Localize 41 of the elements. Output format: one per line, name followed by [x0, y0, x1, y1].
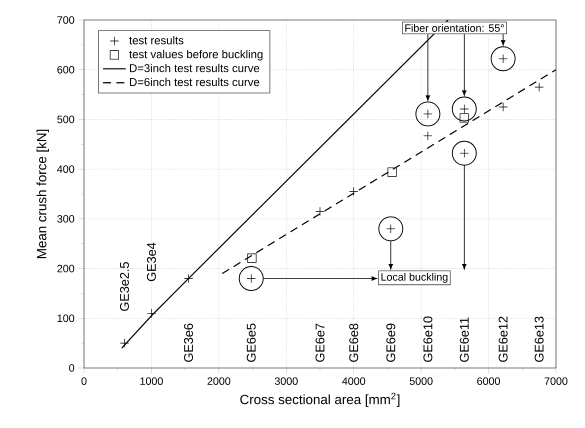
annotation: GE6e9	[386, 324, 396, 362]
point	[490, 46, 516, 72]
annotation: GE3e6	[184, 324, 194, 362]
y-tick-label: 100	[58, 314, 74, 322]
x-tick-label: 3000	[274, 377, 298, 385]
annotation: GE3e2.5	[120, 262, 129, 311]
annotation: GE6e13	[534, 316, 544, 362]
y-tick-label: 300	[57, 215, 74, 223]
y-tick-label: 600	[57, 66, 74, 74]
annotation: GE3e4	[146, 242, 156, 282]
y-tick-label: 700	[57, 16, 74, 24]
x-tick-label: 7000	[544, 377, 568, 385]
point	[247, 254, 256, 263]
annotation: Local buckling	[381, 272, 448, 283]
x-tick-label: 0	[81, 377, 87, 385]
legend-label: D=6inch test results curve	[130, 78, 260, 86]
annotation: GE6e10	[423, 316, 432, 362]
point	[460, 113, 469, 123]
legend-label: test results	[129, 36, 184, 44]
y-tick-label: 500	[57, 116, 74, 124]
annotation: GE6e5	[246, 324, 256, 362]
x-tick-label: 1000	[140, 377, 163, 385]
x-tick-label: 2000	[208, 377, 230, 385]
x-tick-label: 5000	[410, 377, 433, 385]
x-tick-label: 6000	[477, 377, 500, 385]
legend-label: test values before buckling	[129, 50, 262, 61]
y-tick-label: 0	[69, 364, 74, 372]
annotation: GE6e8	[349, 324, 358, 362]
x-axis-title: Cross sectional area [mm$^{2}$]	[240, 392, 400, 407]
point	[349, 186, 358, 196]
y-tick-label: 200	[57, 264, 74, 272]
annotation: GE6e7	[316, 324, 324, 362]
legend-label: D=3inch test results curve	[130, 64, 260, 72]
y-tick-label: 400	[57, 165, 74, 173]
annotation: GE6e11	[460, 318, 469, 362]
point	[388, 168, 397, 177]
x-tick-label: 4000	[342, 377, 366, 385]
annotation: Fiber orientation: 55°	[405, 24, 504, 32]
y-axis-title: Mean crush force [kN]	[36, 130, 50, 258]
point	[415, 101, 440, 126]
annotation: GE6e12	[498, 316, 508, 362]
